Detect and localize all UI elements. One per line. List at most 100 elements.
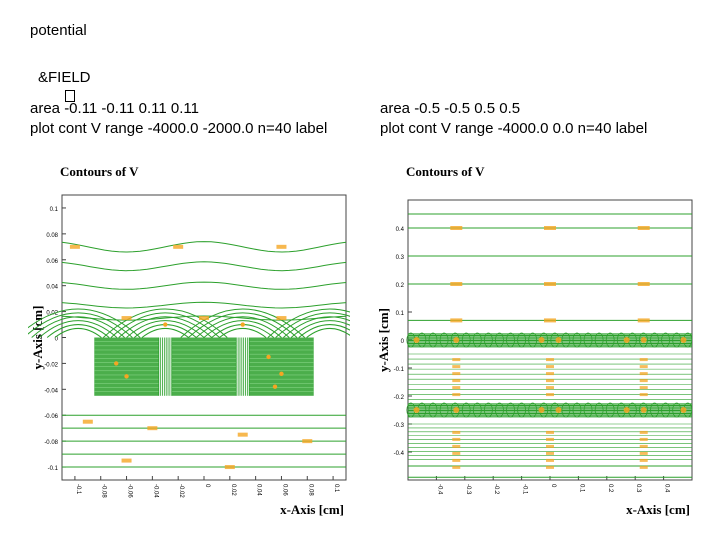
x-tick-label: 0.2 [607, 484, 613, 493]
contour-value-label [546, 458, 554, 462]
left-area-command: area -0.11 -0.11 0.11 0.11 [30, 100, 200, 117]
contour-value-label [452, 386, 461, 390]
contour-value-label [639, 365, 648, 369]
contour-value-label [276, 244, 287, 249]
contour-value-label [637, 226, 650, 230]
contour-value-dot [272, 384, 278, 389]
electrode-ring [517, 402, 527, 418]
x-tick-label: 0.1 [578, 484, 584, 493]
contour-arc [298, 324, 350, 338]
contour-value-label [224, 465, 235, 470]
x-axis-label: x-Axis [cm] [626, 502, 690, 517]
electrode-ring [661, 402, 670, 418]
y-tick-label: 0 [401, 339, 405, 345]
contour-value-label [637, 318, 650, 323]
x-axis-label: x-Axis [cm] [280, 502, 344, 517]
electrode-ring [439, 402, 449, 418]
y-tick-label: -0.02 [44, 362, 58, 368]
left-contour-svg: Contours of V y-Axis [cm] x-Axis [cm] 0.1 0.… [28, 164, 350, 517]
y-tick-label: -0.06 [44, 414, 58, 420]
x-tick-label: 0.08 [307, 484, 313, 496]
contour-value-dot [555, 407, 562, 413]
electrode-ring [472, 332, 482, 348]
electrode-ring [561, 332, 571, 348]
contour-value-label [452, 465, 461, 469]
contour-arc [118, 316, 213, 338]
field-label: &FIELD [38, 69, 91, 86]
contour-value-label [546, 365, 554, 369]
slide-title: potential [30, 22, 87, 39]
right-plot-command: plot cont V range -4000.0 0.0 n=40 label [380, 120, 648, 137]
y-tick-label: 0.1 [50, 207, 59, 213]
contour-value-label [639, 372, 648, 376]
contour-value-label [237, 432, 248, 437]
contour-value-label [452, 430, 461, 434]
y-tick-label: 0.4 [396, 227, 405, 233]
y-axis-label: y-Axis [cm] [30, 306, 45, 370]
contour-value-dot [163, 322, 168, 327]
contour-line [61, 241, 347, 253]
electrode-ring [594, 402, 604, 418]
contour-value-label [276, 316, 287, 321]
y-tick-label: 0.04 [46, 285, 58, 291]
contour-value-label [544, 318, 556, 323]
x-tick-label: 0 [204, 484, 210, 488]
contour-value-label [450, 282, 463, 286]
contour-value-label [302, 439, 313, 444]
electrode-ring [506, 402, 515, 418]
y-tick-label: -0.1 [394, 367, 405, 373]
contour-value-label [452, 358, 461, 362]
chart-title: Contours of V [60, 164, 139, 179]
contour-line [61, 301, 347, 309]
electrode-ring [605, 402, 615, 418]
electrode-ring [483, 332, 493, 348]
left-plot-command: plot cont V range -4000.0 -2000.0 n=40 l… [30, 120, 328, 137]
electrode-ring [583, 332, 593, 348]
right-contour-svg: Contours of V y-Axis [cm] x-Axis [cm] 0.4 0.… [376, 164, 693, 517]
contour-value-label [546, 430, 554, 434]
contour-arc [54, 327, 102, 338]
contour-value-label [546, 465, 554, 469]
electrode-ring [506, 332, 515, 348]
contour-value-dot [623, 337, 630, 343]
y-tick-label: -0.3 [394, 423, 405, 429]
contour-value-dot [538, 407, 545, 413]
contour-arc [39, 320, 118, 338]
contour-line [61, 315, 347, 321]
contour-value-dot [555, 337, 562, 343]
contour-value-label [121, 316, 132, 321]
right-area-command: area -0.5 -0.5 0.5 0.5 [380, 100, 521, 117]
contour-value-dot [623, 407, 630, 413]
x-tick-label: 0.06 [281, 484, 287, 496]
contour-value-label [639, 358, 648, 362]
contour-value-label [639, 386, 648, 390]
contour-value-label [546, 393, 554, 397]
y-tick-label: -0.04 [44, 388, 58, 394]
x-tick-label: -0.02 [178, 484, 184, 498]
electrode-ring [650, 332, 659, 348]
y-tick-label: 0.1 [396, 311, 405, 317]
y-tick-label: 0.06 [46, 259, 58, 265]
contour-value-label [546, 451, 554, 455]
electrode-ring [639, 402, 648, 418]
contour-value-dot [240, 322, 245, 327]
contour-value-label [546, 386, 554, 390]
contour-value-label [639, 379, 648, 383]
x-tick-label: 0.02 [230, 484, 236, 496]
electrode-ring [428, 332, 438, 348]
contour-value-label [450, 226, 463, 230]
contour-value-label [452, 458, 461, 462]
y-tick-label: 0.08 [46, 233, 58, 239]
contour-value-dot [266, 354, 271, 360]
x-tick-label: 0.04 [256, 484, 262, 496]
contour-arc [219, 327, 267, 338]
contour-value-label [452, 379, 461, 383]
y-tick-label: -0.2 [394, 395, 405, 401]
x-tick-label: 0.1 [333, 484, 339, 493]
contour-value-label [199, 316, 209, 321]
electrode-ring [528, 332, 538, 348]
contour-value-label [82, 419, 93, 424]
contour-value-label [147, 426, 158, 431]
contour-line [61, 261, 347, 272]
contour-value-label [173, 244, 184, 249]
